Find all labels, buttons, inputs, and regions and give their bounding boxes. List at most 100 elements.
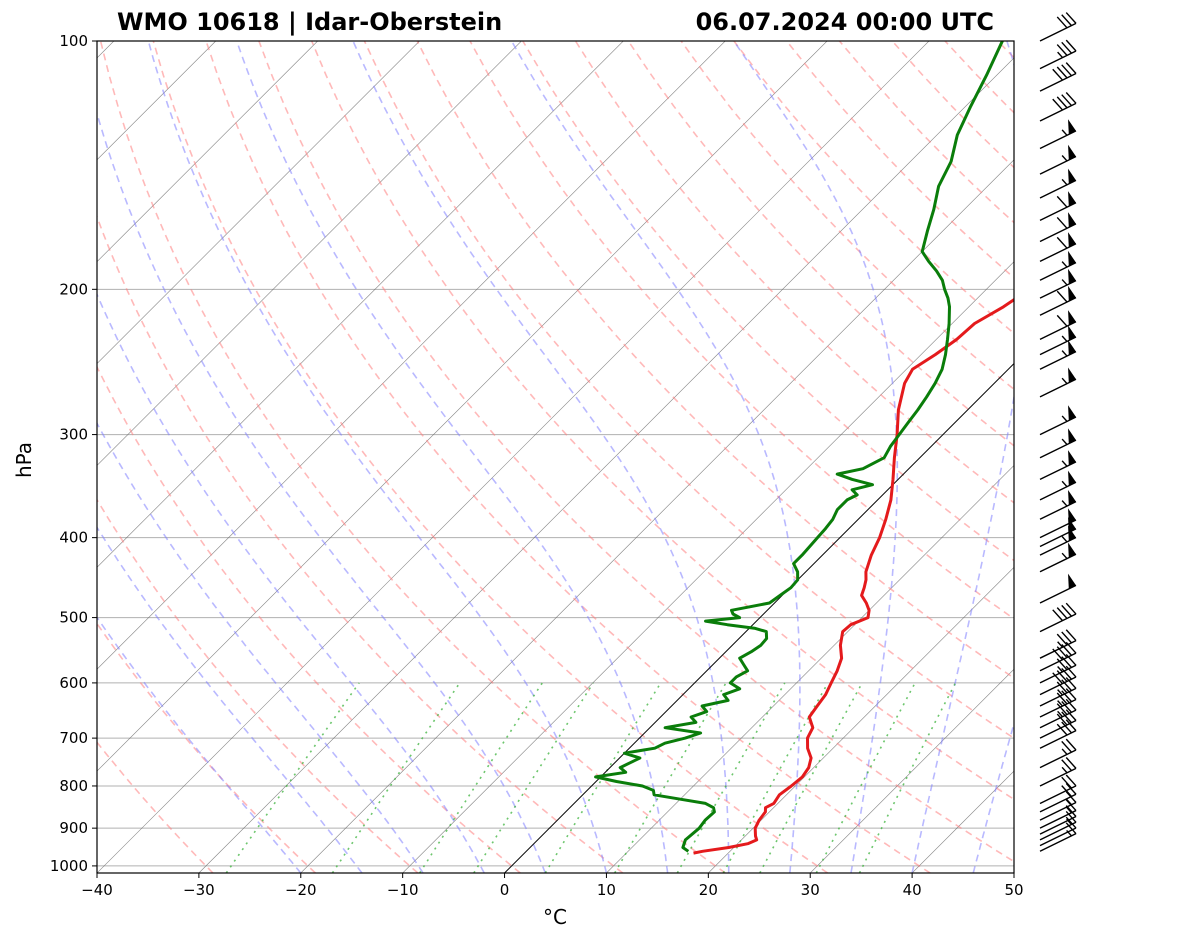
plot-frame (96, 40, 1015, 874)
moist-adiabat (147, 41, 608, 873)
chart-title-datetime: 06.07.2024 00:00 UTC (696, 8, 994, 36)
y-axis-label: hPa (12, 442, 36, 478)
isotherm (97, 41, 420, 364)
mixing-ratio-line (614, 682, 727, 873)
mixing-ratio-line (544, 682, 662, 873)
dry-adiabat (574, 41, 1014, 504)
mixing-ratio-line (331, 682, 461, 873)
mixing-ratio-line (722, 682, 829, 873)
y-tick-label: 700 (59, 729, 88, 747)
y-tick-label: 400 (59, 529, 88, 547)
isotherm (97, 41, 318, 263)
y-tick-label: 800 (59, 777, 88, 795)
isotherm (0, 41, 12, 873)
wind-barb (1039, 698, 1077, 729)
wind-barb (1039, 250, 1077, 281)
moist-adiabat (733, 41, 899, 873)
isotherm (97, 41, 624, 568)
wind-barb (1039, 405, 1077, 436)
wind-barb (1039, 168, 1077, 199)
dry-adiabat (97, 498, 419, 873)
y-tick-label: 100 (59, 32, 88, 50)
wind-barb (1039, 629, 1077, 659)
moist-adiabat (510, 41, 801, 873)
wind-barb (1039, 470, 1077, 501)
isotherm (97, 41, 828, 772)
x-tick-label: −20 (285, 881, 317, 899)
dry-adiabat (1103, 41, 1181, 873)
mixing-ratio-line (419, 682, 543, 873)
moist-adiabat (911, 41, 1014, 873)
wind-barb (1039, 339, 1077, 370)
wind-barb (1039, 62, 1077, 92)
wind-barb (1039, 232, 1077, 263)
wind-barb (1039, 688, 1077, 718)
wind-barb (1039, 144, 1077, 175)
dry-adiabat (469, 41, 1014, 620)
y-tick-label: 1000 (50, 857, 88, 875)
x-tick-label: −40 (81, 881, 113, 899)
mixing-ratio-line (225, 682, 360, 873)
isotherm (97, 41, 522, 466)
isotherm (606, 465, 1014, 873)
dry-adiabat (416, 41, 1014, 680)
x-tick-label: 10 (597, 881, 616, 899)
wind-barb (1039, 489, 1077, 520)
wind-barb (1039, 573, 1077, 604)
wind-barbs (1039, 12, 1077, 852)
y-axis: 1000 900 800 700 600 500 400 300 200 100 (50, 32, 97, 875)
wind-barb (1039, 677, 1077, 707)
wind-barb (1039, 212, 1077, 243)
wind-barb (1039, 542, 1077, 573)
isotherm (300, 159, 1014, 873)
mixing-ratio-line (858, 682, 957, 873)
dry-adiabat (97, 365, 521, 873)
moist-adiabat (97, 292, 485, 873)
plot-background (97, 41, 1014, 873)
mixing-ratio-line (759, 682, 863, 873)
wind-barb (1039, 653, 1077, 684)
moist-adiabat (235, 41, 669, 873)
y-tick-label: 900 (59, 819, 88, 837)
wind-barb (1039, 191, 1077, 222)
dewpoint-profile (594, 41, 1004, 853)
wind-barb (1039, 325, 1077, 356)
moist-adiabat (97, 110, 547, 873)
wind-barb (1039, 822, 1077, 852)
y-tick-label: 200 (59, 280, 88, 298)
wind-barb (1039, 757, 1077, 787)
x-axis: −40 −30 −20 −10 0 10 20 30 40 50 (81, 873, 1024, 899)
isotherm (708, 566, 1014, 873)
wind-barb (1039, 92, 1077, 122)
dry-adiabat (997, 41, 1014, 59)
mixing-ratio-lines (225, 682, 957, 873)
x-tick-label: 50 (1004, 881, 1023, 899)
moist-adiabat (352, 41, 730, 873)
wind-barb (1039, 268, 1077, 299)
wind-barb (1039, 816, 1077, 847)
isotherm (198, 57, 1014, 873)
moist-adiabat (97, 616, 302, 873)
wind-barb (1039, 774, 1077, 805)
pressure-gridlines (97, 41, 1014, 867)
x-axis-label: °C (543, 905, 567, 929)
dry-adiabat (205, 41, 931, 873)
wind-barb (1039, 310, 1077, 341)
sounding-profiles (594, 41, 1014, 855)
zero-isotherm (504, 362, 1014, 873)
wind-barb (1039, 602, 1077, 633)
wind-barb (1039, 665, 1077, 696)
mixing-ratio-line (676, 682, 786, 873)
wind-barb (1039, 719, 1077, 749)
x-tick-label: 0 (500, 881, 510, 899)
x-tick-label: −10 (387, 881, 419, 899)
wind-barb (1039, 709, 1077, 739)
dry-adiabat (363, 41, 1014, 740)
dry-adiabat (1156, 41, 1181, 873)
wind-barb (1039, 805, 1077, 835)
dry-adiabat (258, 41, 1014, 863)
dry-adiabats (97, 41, 1181, 873)
moist-adiabat (97, 525, 363, 873)
wind-barb (1039, 367, 1077, 398)
